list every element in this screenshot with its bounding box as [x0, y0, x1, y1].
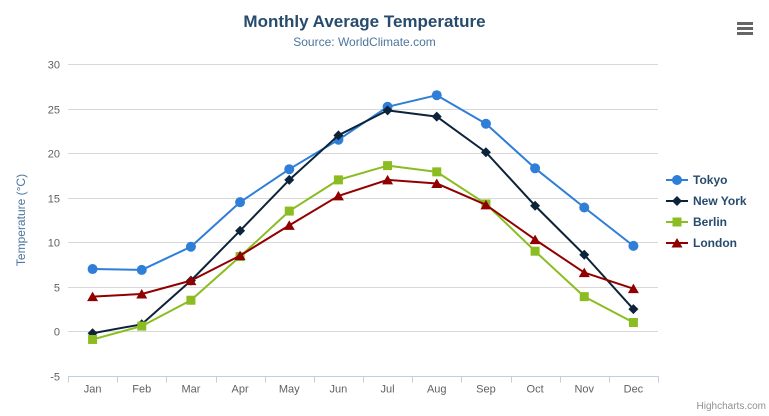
data-point-new-york[interactable]	[382, 105, 393, 116]
legend-marker-diamond-icon	[666, 196, 688, 206]
x-axis-tick-label: Feb	[132, 384, 151, 396]
data-point-berlin[interactable]	[284, 206, 294, 216]
x-axis-tick-label: Apr	[232, 384, 249, 396]
legend-marker-london[interactable]	[671, 238, 683, 248]
y-axis-tick-label: 5	[54, 283, 60, 295]
data-point-new-york[interactable]	[235, 225, 246, 236]
data-point-berlin[interactable]	[186, 295, 196, 305]
data-point-new-york[interactable]	[431, 111, 442, 122]
x-axis-tick-label: May	[279, 384, 300, 396]
data-point-tokyo[interactable]	[87, 264, 98, 275]
data-point-new-york[interactable]	[480, 147, 491, 158]
chart-legend: Tokyo New York Berlin London	[666, 172, 747, 256]
x-axis-tick-label: Jun	[330, 384, 348, 396]
y-axis-tick-label: 15	[48, 194, 60, 206]
data-point-london[interactable]	[185, 275, 197, 286]
data-point-new-york[interactable]	[628, 304, 639, 315]
data-point-london[interactable]	[382, 174, 394, 185]
legend-label-tokyo: Tokyo	[693, 173, 728, 187]
data-point-berlin[interactable]	[88, 334, 98, 344]
data-point-london[interactable]	[234, 250, 246, 261]
data-point-tokyo[interactable]	[480, 118, 491, 129]
hamburger-menu-icon[interactable]	[733, 17, 757, 39]
legend-label-new-york: New York	[693, 194, 747, 208]
series-line-london[interactable]	[91, 178, 635, 298]
menu-bar	[737, 32, 753, 35]
data-point-new-york[interactable]	[530, 200, 541, 211]
x-axis-tick-label: Dec	[624, 384, 644, 396]
data-point-berlin[interactable]	[383, 161, 393, 171]
data-point-london[interactable]	[136, 288, 148, 299]
data-point-tokyo[interactable]	[530, 163, 541, 174]
series-london	[87, 174, 639, 302]
data-point-london[interactable]	[627, 283, 639, 294]
legend-item-tokyo[interactable]: Tokyo	[666, 172, 747, 188]
data-point-new-york[interactable]	[284, 174, 295, 185]
y-axis-tick-label: -5	[50, 372, 60, 384]
series-new-york	[87, 105, 639, 339]
data-point-berlin[interactable]	[333, 175, 343, 185]
legend-marker-new-york[interactable]	[672, 196, 682, 206]
menu-bar	[737, 27, 753, 30]
data-point-berlin[interactable]	[628, 318, 638, 328]
legend-item-berlin[interactable]: Berlin	[666, 214, 747, 230]
data-point-berlin[interactable]	[530, 246, 540, 256]
data-point-tokyo[interactable]	[284, 164, 295, 175]
x-axis-tick-label: Jan	[84, 384, 102, 396]
credits-link[interactable]: Highcharts.com	[696, 401, 766, 412]
x-axis-tick-label: Sep	[476, 384, 496, 396]
legend-marker-tokyo[interactable]	[672, 175, 682, 185]
series-line-new-york[interactable]	[91, 109, 635, 335]
data-point-tokyo[interactable]	[136, 264, 147, 275]
y-axis-title: Temperature (°C)	[14, 174, 28, 266]
data-point-london[interactable]	[283, 220, 295, 230]
data-point-london[interactable]	[578, 267, 590, 278]
legend-marker-berlin[interactable]	[672, 217, 682, 227]
data-point-tokyo[interactable]	[431, 90, 442, 101]
series-line-berlin[interactable]	[91, 164, 635, 341]
data-point-new-york[interactable]	[579, 249, 590, 260]
data-point-tokyo[interactable]	[185, 241, 196, 252]
data-point-london[interactable]	[332, 190, 344, 201]
data-point-london[interactable]	[529, 234, 541, 245]
legend-label-berlin: Berlin	[693, 215, 728, 229]
menu-bar	[737, 22, 753, 25]
data-point-new-york[interactable]	[333, 130, 344, 141]
y-axis-tick-label: 20	[48, 149, 60, 161]
x-axis-tick-label: Aug	[427, 384, 447, 396]
data-point-london[interactable]	[87, 291, 99, 302]
x-axis-tick-label: Mar	[181, 384, 200, 396]
data-point-berlin[interactable]	[137, 321, 147, 331]
data-point-tokyo[interactable]	[628, 240, 639, 251]
legend-item-london[interactable]: London	[666, 235, 747, 251]
legend-marker-square-icon	[666, 217, 688, 227]
series-line-tokyo[interactable]	[91, 94, 635, 271]
x-axis-tick-label: Oct	[527, 384, 544, 396]
data-point-london[interactable]	[480, 199, 492, 210]
legend-item-new-york[interactable]: New York	[666, 193, 747, 209]
chart-title: Monthly Average Temperature	[243, 12, 486, 31]
legend-marker-triangle-icon	[666, 238, 688, 248]
data-point-tokyo[interactable]	[235, 197, 246, 208]
data-point-tokyo[interactable]	[579, 202, 590, 213]
series-tokyo	[87, 90, 639, 275]
x-axis-tick-label: Nov	[574, 384, 594, 396]
legend-marker-circle-icon	[666, 175, 688, 185]
y-axis-tick-label: 30	[48, 60, 60, 72]
data-point-berlin[interactable]	[579, 292, 589, 302]
y-axis-tick-label: 10	[48, 238, 60, 250]
data-point-london[interactable]	[431, 178, 443, 188]
chart-subtitle: Source: WorldClimate.com	[293, 35, 436, 49]
data-point-berlin[interactable]	[432, 167, 442, 177]
legend-label-london: London	[693, 236, 737, 250]
y-axis-tick-label: 25	[48, 105, 60, 117]
y-axis-tick-label: 0	[54, 327, 60, 339]
x-axis-tick-label: Jul	[381, 384, 395, 396]
